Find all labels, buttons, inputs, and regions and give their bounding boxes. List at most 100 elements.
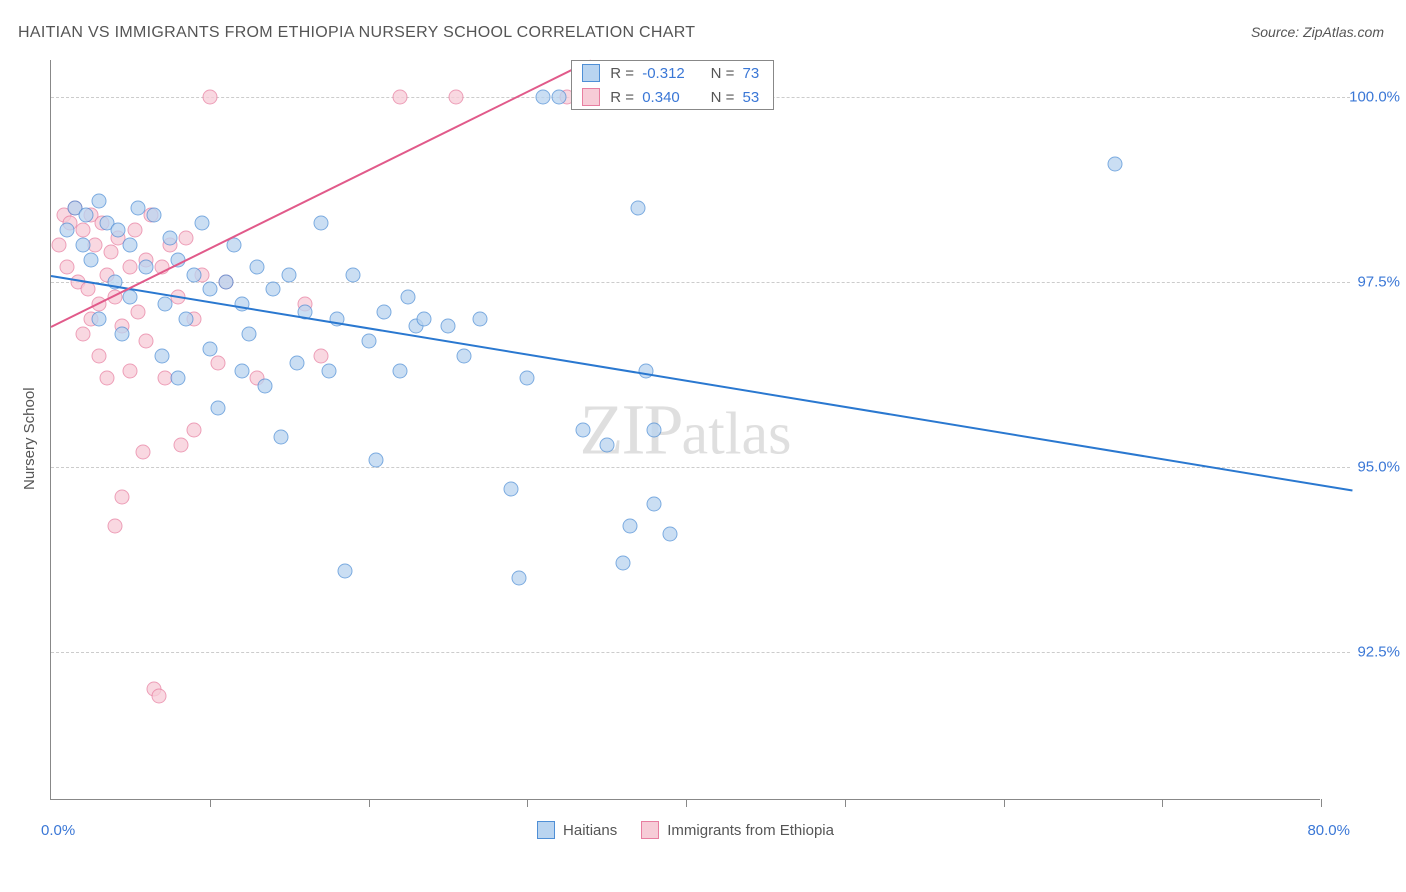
stats-swatch-a xyxy=(582,64,600,82)
data-point xyxy=(178,312,193,327)
y-tick-label: 95.0% xyxy=(1340,459,1400,476)
x-tick xyxy=(845,799,846,807)
data-point xyxy=(171,371,186,386)
legend: Haitians Immigrants from Ethiopia xyxy=(51,821,1320,839)
data-point xyxy=(186,267,201,282)
stats-box: R = -0.312 N = 73 R = 0.340 N = 53 xyxy=(571,60,774,110)
data-point xyxy=(75,326,90,341)
data-point xyxy=(104,245,119,260)
data-point xyxy=(552,90,567,105)
chart-title: HAITIAN VS IMMIGRANTS FROM ETHIOPIA NURS… xyxy=(18,24,695,42)
data-point xyxy=(91,193,106,208)
watermark: ZIPatlas xyxy=(580,388,792,471)
data-point xyxy=(647,497,662,512)
legend-swatch-b xyxy=(641,821,659,839)
data-point xyxy=(615,556,630,571)
data-point xyxy=(337,563,352,578)
gridline xyxy=(51,467,1350,468)
data-point xyxy=(99,371,114,386)
r-value-b: 0.340 xyxy=(642,89,698,106)
data-point xyxy=(369,452,384,467)
source-attribution: Source: ZipAtlas.com xyxy=(1251,24,1384,40)
data-point xyxy=(123,260,138,275)
data-point xyxy=(123,238,138,253)
data-point xyxy=(59,260,74,275)
legend-label-a: Haitians xyxy=(563,822,617,839)
data-point xyxy=(274,430,289,445)
data-point xyxy=(401,289,416,304)
plot-area: ZIPatlas Nursery School 92.5%95.0%97.5%1… xyxy=(50,60,1320,800)
data-point xyxy=(377,304,392,319)
data-point xyxy=(136,445,151,460)
x-tick xyxy=(210,799,211,807)
data-point xyxy=(107,519,122,534)
data-point xyxy=(210,356,225,371)
x-tick xyxy=(1162,799,1163,807)
y-tick-label: 92.5% xyxy=(1340,644,1400,661)
data-point xyxy=(234,363,249,378)
x-tick xyxy=(369,799,370,807)
n-value-b: 53 xyxy=(743,89,760,106)
data-point xyxy=(512,571,527,586)
gridline xyxy=(51,282,1350,283)
y-axis-label: Nursery School xyxy=(21,387,38,490)
data-point xyxy=(78,208,93,223)
data-point xyxy=(647,423,662,438)
data-point xyxy=(250,260,265,275)
data-point xyxy=(163,230,178,245)
legend-swatch-a xyxy=(537,821,555,839)
data-point xyxy=(139,260,154,275)
data-point xyxy=(258,378,273,393)
data-point xyxy=(194,215,209,230)
data-point xyxy=(115,489,130,504)
data-point xyxy=(147,208,162,223)
trend-line xyxy=(51,60,592,328)
data-point xyxy=(131,304,146,319)
data-point xyxy=(520,371,535,386)
gridline xyxy=(51,652,1350,653)
data-point xyxy=(186,423,201,438)
data-point xyxy=(456,349,471,364)
data-point xyxy=(139,334,154,349)
r-label-a: R = xyxy=(610,65,634,82)
data-point xyxy=(393,90,408,105)
stats-swatch-b xyxy=(582,88,600,106)
data-point xyxy=(128,223,143,238)
data-point xyxy=(313,215,328,230)
data-point xyxy=(75,238,90,253)
data-point xyxy=(448,90,463,105)
data-point xyxy=(575,423,590,438)
data-point xyxy=(472,312,487,327)
n-label-b: N = xyxy=(711,89,735,106)
data-point xyxy=(599,437,614,452)
data-point xyxy=(155,349,170,364)
data-point xyxy=(393,363,408,378)
x-tick xyxy=(686,799,687,807)
stats-row-b: R = 0.340 N = 53 xyxy=(572,85,773,109)
data-point xyxy=(218,275,233,290)
legend-item-b: Immigrants from Ethiopia xyxy=(641,821,834,839)
x-tick xyxy=(1321,799,1322,807)
legend-item-a: Haitians xyxy=(537,821,617,839)
data-point xyxy=(210,400,225,415)
data-point xyxy=(536,90,551,105)
data-point xyxy=(83,252,98,267)
legend-label-b: Immigrants from Ethiopia xyxy=(667,822,834,839)
data-point xyxy=(202,341,217,356)
x-tick xyxy=(1004,799,1005,807)
data-point xyxy=(321,363,336,378)
data-point xyxy=(631,201,646,216)
data-point xyxy=(417,312,432,327)
data-point xyxy=(123,363,138,378)
data-point xyxy=(151,689,166,704)
y-tick-label: 100.0% xyxy=(1340,89,1400,106)
data-point xyxy=(504,482,519,497)
data-point xyxy=(242,326,257,341)
data-point xyxy=(440,319,455,334)
data-point xyxy=(59,223,74,238)
data-point xyxy=(158,297,173,312)
data-point xyxy=(202,282,217,297)
data-point xyxy=(1107,156,1122,171)
y-tick-label: 97.5% xyxy=(1340,274,1400,291)
data-point xyxy=(313,349,328,364)
